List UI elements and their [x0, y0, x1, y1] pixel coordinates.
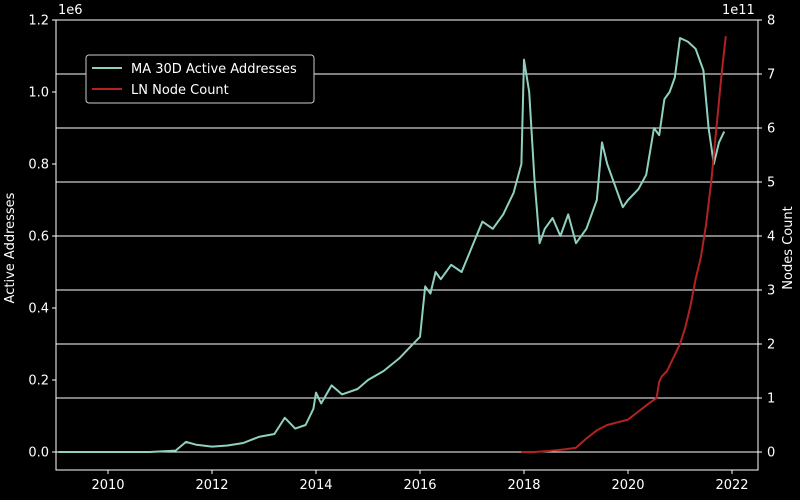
- y-right-tick-label: 5: [767, 176, 775, 191]
- x-tick-label: 2010: [91, 478, 124, 493]
- x-tick-label: 2018: [507, 478, 540, 493]
- y-right-tick-label: 1: [767, 392, 775, 407]
- left-offset-label: 1e6: [58, 3, 83, 18]
- y-right-tick-label: 8: [767, 14, 775, 29]
- x-tick-label: 2022: [715, 478, 748, 493]
- series-layer: [58, 36, 727, 453]
- plot-frame: [55, 19, 759, 471]
- y-left-tick-label: 1.2: [28, 14, 49, 29]
- y-right-tick-label: 4: [767, 230, 775, 245]
- y-left-tick-label: 0.8: [28, 158, 49, 173]
- y-right-tick-label: 3: [767, 284, 775, 299]
- axes: [55, 19, 759, 471]
- y-left-tick-label: 0.0: [28, 446, 49, 461]
- y-right-axis-label: Nodes Count: [781, 206, 796, 289]
- x-tick-label: 2020: [611, 478, 644, 493]
- x-tick-label: 2014: [299, 478, 332, 493]
- legend: MA 30D Active Addresses LN Node Count: [85, 54, 315, 104]
- right-offset-label: 1e11: [722, 3, 755, 18]
- y-right-tick-label: 6: [767, 122, 775, 137]
- legend-label-ln-node-count: LN Node Count: [131, 83, 229, 98]
- y-left-tick-label: 0.4: [28, 302, 49, 317]
- x-tick-label: 2016: [403, 478, 436, 493]
- y-left-axis-label: Active Addresses: [3, 192, 18, 303]
- legend-label-active-addresses: MA 30D Active Addresses: [131, 62, 297, 77]
- y-left-tick-label: 1.0: [28, 86, 49, 101]
- legend-box: [85, 54, 315, 104]
- series-line-active-addresses: [58, 37, 726, 453]
- y-right-tick-label: 0: [767, 446, 775, 461]
- y-right-tick-label: 2: [767, 338, 775, 353]
- series-line-ln-node-count: [521, 36, 727, 453]
- y-left-tick-label: 0.6: [28, 230, 49, 245]
- ticks: 2010 2012 2014 2016 2018 2020 20220.00.20.40.6…: [28, 14, 775, 494]
- y-right-tick-label: 7: [767, 68, 775, 83]
- x-tick-label: 2012: [195, 478, 228, 493]
- y-left-tick-label: 0.2: [28, 374, 49, 389]
